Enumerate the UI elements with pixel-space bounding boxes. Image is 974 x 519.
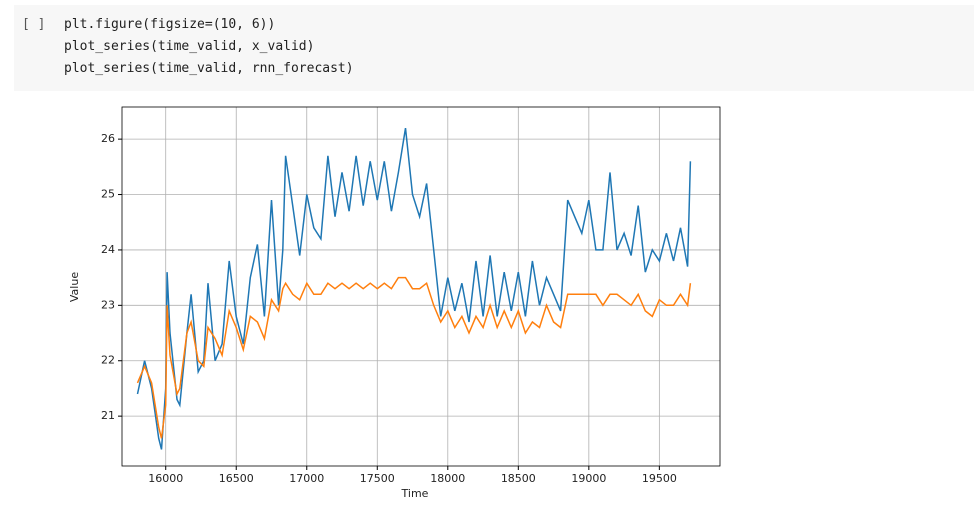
x-axis-label: Time [401, 487, 429, 500]
y-tick-label: 23 [101, 298, 115, 311]
y-tick-label: 25 [101, 188, 115, 201]
series-line [136, 127, 692, 450]
plot-area [122, 107, 720, 466]
code-cell: [ ] plt.figure(figsize=(10, 6)) plot_ser… [14, 5, 974, 91]
x-tick-label: 18000 [430, 472, 465, 485]
axes-frame [121, 106, 721, 467]
code-line: plt.figure(figsize=(10, 6)) [64, 17, 276, 32]
y-tick-label: 26 [101, 132, 115, 145]
y-tick-label: 21 [101, 409, 115, 422]
y-tick-label: 22 [101, 354, 115, 367]
x-tick-label: 16000 [148, 472, 183, 485]
code-line: plot_series(time_valid, x_valid) [64, 39, 315, 54]
x-tick-label: 19500 [642, 472, 677, 485]
x-tick-label: 16500 [219, 472, 254, 485]
series-line [136, 276, 692, 439]
x-tick-label: 18500 [501, 472, 536, 485]
code-line: plot_series(time_valid, rnn_forecast) [64, 61, 354, 76]
x-tick-label: 19000 [571, 472, 606, 485]
y-tick-label: 24 [101, 243, 115, 256]
y-axis-label: Value [68, 272, 81, 302]
x-tick-label: 17500 [360, 472, 395, 485]
x-tick-label: 17000 [289, 472, 324, 485]
run-prompt[interactable]: [ ] [22, 17, 46, 32]
